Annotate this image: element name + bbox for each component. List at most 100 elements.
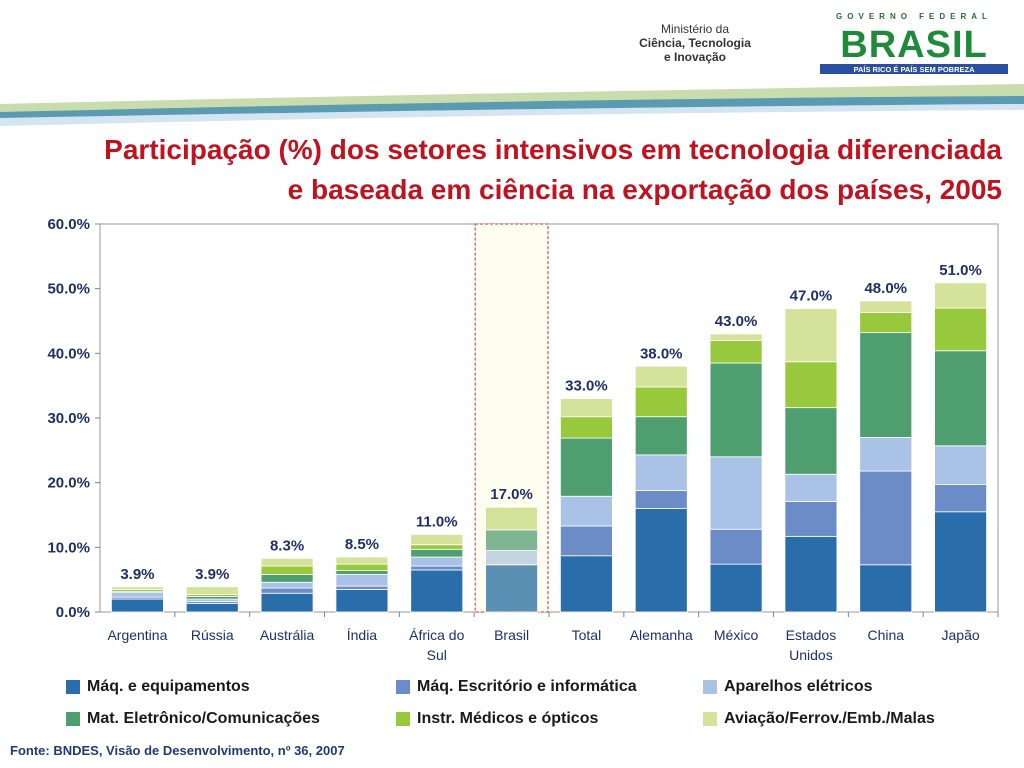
bar-segment [859, 332, 913, 438]
bar-segment [335, 563, 389, 572]
legend-label: Aviação/Ferrov./Emb./Malas [724, 710, 935, 727]
category-label: Alemanha [630, 627, 693, 643]
y-tick-label: 30.0% [47, 410, 90, 427]
chart-title: Participação (%) dos setores intensivos … [0, 130, 1002, 210]
bar-segment [859, 300, 913, 313]
total-label: 17.0% [490, 486, 533, 503]
ministry-line-3: e Inovação [663, 50, 727, 64]
bar-segment [260, 592, 314, 613]
legend-swatch [66, 680, 80, 694]
bar-segment [560, 525, 613, 557]
category-label: África do [409, 627, 464, 643]
bar-segment [784, 308, 838, 363]
bar-segment [335, 585, 389, 590]
legend-swatch [703, 712, 717, 726]
total-label: 3.9% [195, 566, 229, 583]
legend-item: Mat. Eletrônico/Comunicações [66, 710, 320, 728]
legend-label: Máq. e equipamentos [87, 678, 250, 695]
bar-segment [335, 574, 389, 587]
bar-segment [560, 555, 613, 613]
header-band [0, 84, 1024, 126]
bar-segment [934, 484, 987, 513]
bar-segment [709, 333, 763, 341]
total-label: 43.0% [715, 313, 758, 330]
y-tick-label: 20.0% [47, 475, 90, 492]
category-label: Rússia [191, 627, 234, 643]
bar-segment [709, 563, 763, 613]
slogan: PAÍS RICO É PAÍS SEM POBREZA [854, 65, 976, 74]
bar-segment [410, 565, 464, 571]
bar-segment [260, 587, 314, 594]
bar-segment [185, 586, 239, 595]
gov-label: GOVERNO FEDERAL [836, 12, 992, 21]
ministry-logo-text: Ministério da Ciência, Tecnologia e Inov… [600, 22, 790, 64]
bar-segment [485, 550, 538, 566]
bar-segment [560, 398, 613, 418]
bar-segment [185, 603, 239, 613]
total-label: 3.9% [120, 566, 154, 583]
bar-segment [260, 557, 314, 567]
bar-segment [410, 548, 464, 558]
category-label: Sul [427, 647, 447, 663]
bar-segment [485, 564, 538, 613]
bar-segment [634, 508, 688, 613]
total-label: 8.3% [270, 537, 304, 554]
bar-segment [859, 470, 913, 566]
bar-segment [410, 533, 464, 546]
bar-segment [934, 282, 987, 309]
title-line-2: e baseada em ciência na exportação dos p… [287, 174, 1002, 205]
bar-segment [410, 569, 464, 613]
bar-segment [709, 339, 763, 364]
legend-label: Aparelhos elétricos [724, 678, 873, 695]
bar-segment [560, 495, 613, 527]
brasil-wordmark: BRASIL [840, 24, 987, 66]
category-label: Índia [347, 627, 378, 643]
bar-segment [934, 445, 987, 486]
y-tick-label: 10.0% [47, 539, 90, 556]
bar-segment [934, 350, 987, 447]
bar-segment [784, 473, 838, 502]
category-label: Estados [786, 627, 837, 643]
y-tick-label: 0.0% [56, 604, 90, 621]
bar-segment [410, 556, 464, 567]
legend-swatch [703, 680, 717, 694]
bar-segment [859, 312, 913, 334]
legend-swatch [66, 712, 80, 726]
total-label: 47.0% [790, 288, 833, 305]
plot-area [99, 223, 999, 613]
total-label: 48.0% [864, 280, 907, 297]
category-label: Japão [942, 627, 980, 643]
bar-segment [111, 586, 164, 590]
ministry-line-2: Ciência, Tecnologia [639, 36, 751, 50]
category-label: Brasil [494, 627, 529, 643]
category-label: Unidos [789, 647, 833, 663]
bar-segment [111, 598, 164, 613]
bar-segment [485, 529, 538, 551]
bar-segment [634, 454, 688, 491]
bar-segment [335, 588, 389, 613]
bar-segment [111, 592, 164, 598]
bar-segment [560, 416, 613, 439]
total-label: 33.0% [565, 378, 608, 395]
bar-segment [634, 386, 688, 418]
bar-segment [934, 511, 987, 613]
y-tick-label: 60.0% [47, 216, 90, 233]
bar-segment [485, 506, 538, 531]
legend-item: Aviação/Ferrov./Emb./Malas [703, 710, 935, 728]
bar-segment [634, 416, 688, 456]
category-label: China [867, 627, 904, 643]
bar-segment [260, 574, 314, 583]
category-label: Austrália [260, 627, 315, 643]
bar-segment [934, 307, 987, 352]
bar-segment [560, 437, 613, 497]
brasil-government-logo: GOVERNO FEDERAL BRASIL PAÍS RICO É PAÍS … [820, 12, 1008, 74]
category-label: Argentina [107, 627, 167, 643]
bar-segment [709, 362, 763, 458]
category-label: México [714, 627, 759, 643]
bar-segment [260, 581, 314, 589]
legend-label: Máq. Escritório e informática [417, 678, 637, 695]
bar-segment [784, 361, 838, 409]
legend-label: Instr. Médicos e ópticos [417, 710, 599, 727]
bar-segment [784, 501, 838, 537]
legend-swatch [396, 712, 410, 726]
